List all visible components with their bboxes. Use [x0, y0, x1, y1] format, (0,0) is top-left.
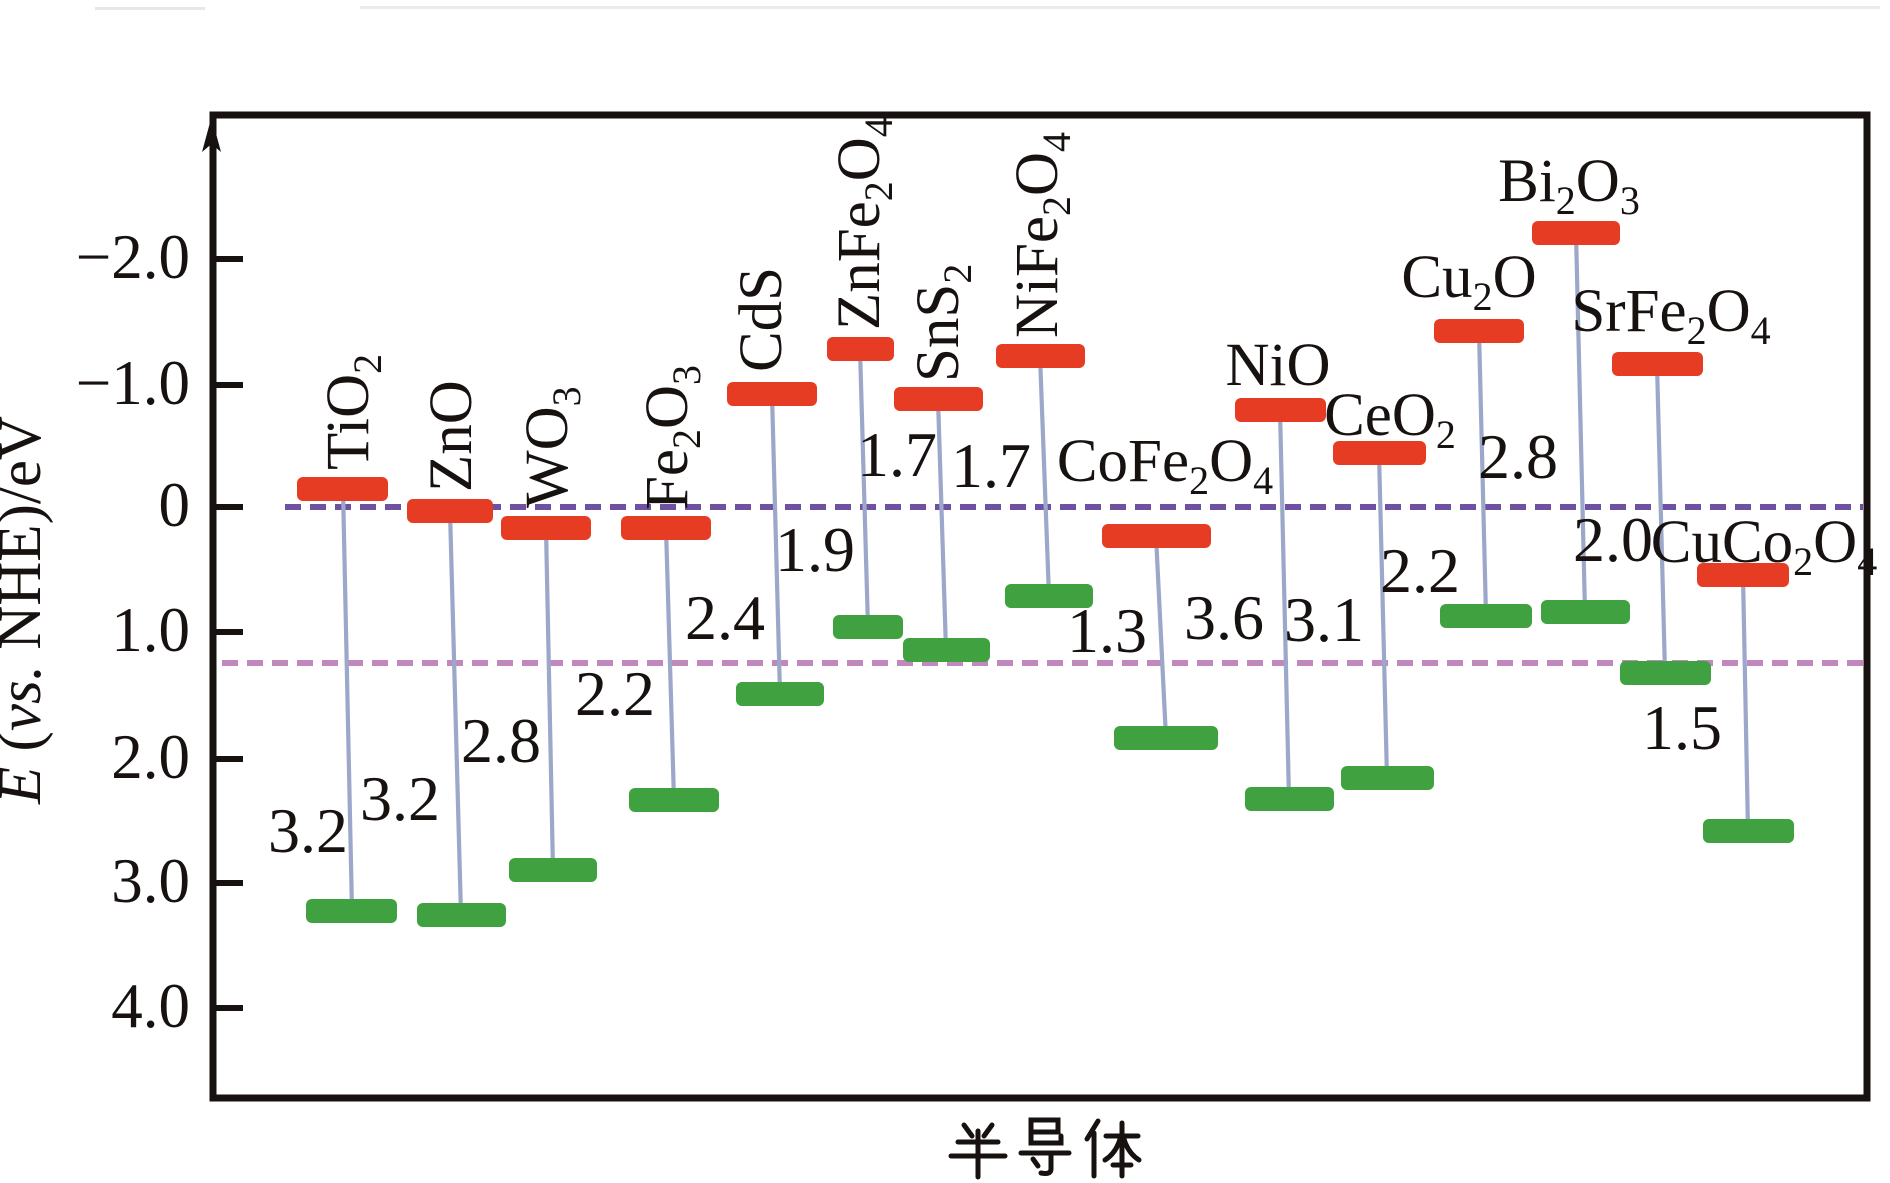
- svg-text:WO3​: WO3​: [514, 386, 589, 508]
- svg-text:CoFe2​O4​: CoFe2​O4​: [1057, 428, 1273, 503]
- svg-text:2.0: 2.0: [111, 722, 190, 792]
- svg-text:E (vs. NHE)/eV: E (vs. NHE)/eV: [0, 416, 54, 805]
- svg-text:ZnO: ZnO: [418, 380, 485, 492]
- svg-text:1.0: 1.0: [111, 595, 190, 665]
- svg-text:3.1: 3.1: [1284, 584, 1364, 655]
- svg-text:1.9: 1.9: [775, 514, 855, 585]
- svg-text:1.7: 1.7: [951, 430, 1031, 501]
- svg-text:NiFe2​O4​: NiFe2​O4​: [1004, 132, 1079, 338]
- svg-text:1.5: 1.5: [1642, 692, 1722, 763]
- svg-text:2.8: 2.8: [1478, 421, 1558, 492]
- svg-text:3.2: 3.2: [268, 795, 348, 866]
- svg-text:3.2: 3.2: [360, 763, 440, 834]
- svg-text:CuCo2​O4​: CuCo2​O4​: [1651, 509, 1877, 584]
- svg-text:CeO2​: CeO2​: [1324, 382, 1456, 457]
- svg-text:4.0: 4.0: [111, 971, 190, 1041]
- svg-text:2.8: 2.8: [461, 705, 541, 776]
- svg-text:−1.0: −1.0: [76, 348, 190, 418]
- svg-text:2.2: 2.2: [1380, 535, 1460, 606]
- svg-text:SrFe2​O4​: SrFe2​O4​: [1571, 278, 1770, 353]
- svg-text:2.4: 2.4: [685, 582, 765, 653]
- svg-text:CdS: CdS: [728, 267, 795, 372]
- svg-text:Cu2​O: Cu2​O: [1401, 244, 1536, 319]
- svg-text:0: 0: [159, 470, 191, 540]
- svg-text:1.7: 1.7: [857, 419, 937, 490]
- svg-text:1.3: 1.3: [1067, 595, 1147, 666]
- svg-text:2.2: 2.2: [575, 658, 655, 729]
- svg-text:ZnFe2​O4​: ZnFe2​O4​: [826, 117, 901, 330]
- svg-text:3.6: 3.6: [1184, 582, 1264, 653]
- svg-text:NiO: NiO: [1225, 332, 1330, 399]
- svg-text:2.0: 2.0: [1573, 504, 1653, 575]
- svg-text:3.0: 3.0: [111, 846, 190, 916]
- svg-text:−2.0: −2.0: [76, 222, 190, 292]
